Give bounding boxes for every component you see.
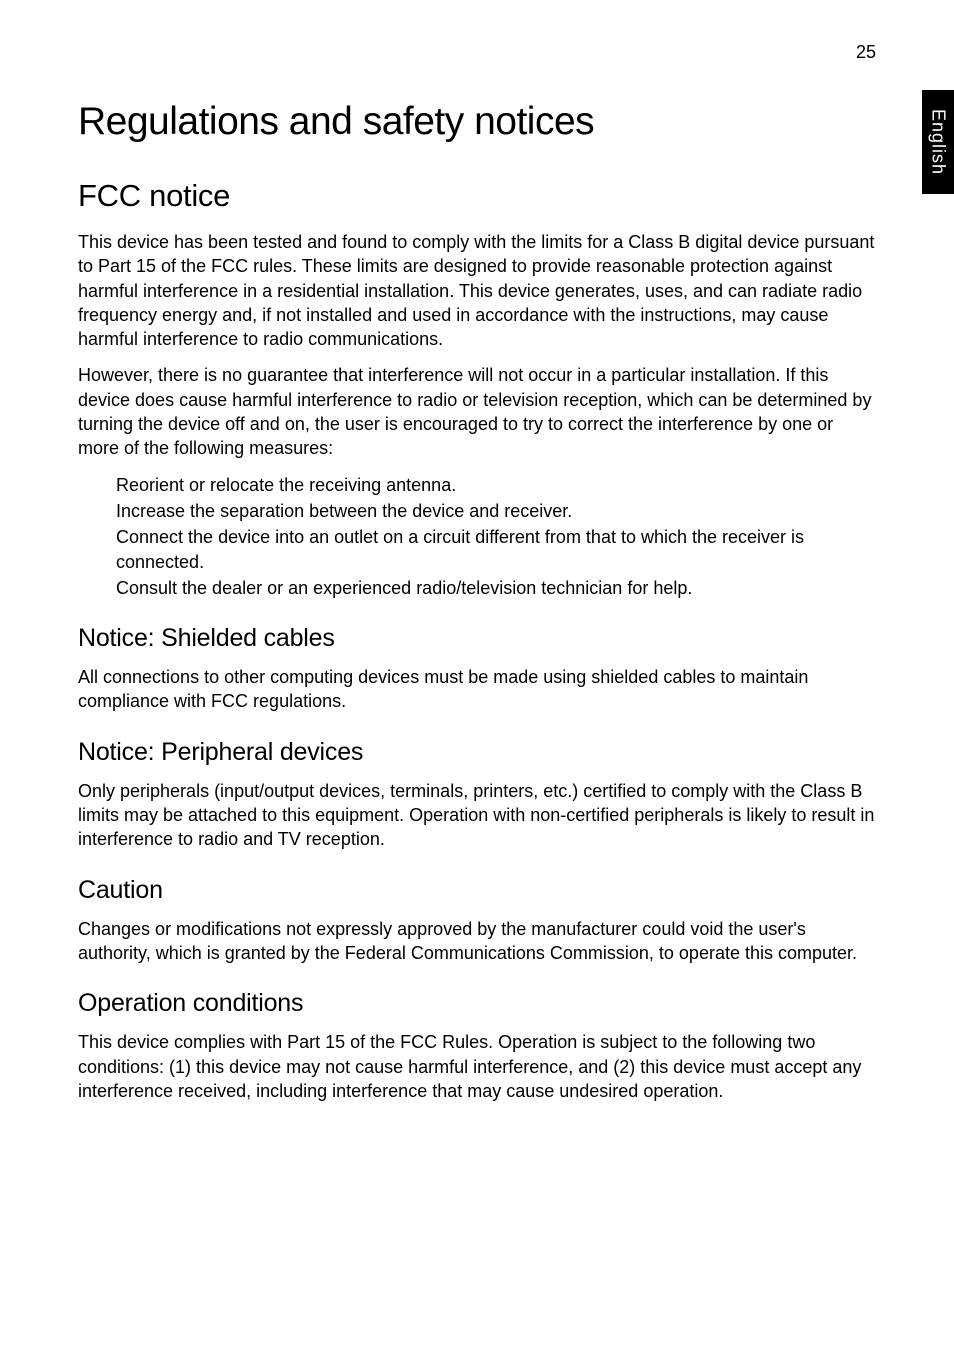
body-text: Changes or modifications not expressly a… xyxy=(78,917,876,966)
page-container: 25 Regulations and safety notices FCC no… xyxy=(0,0,954,1175)
body-text: This device complies with Part 15 of the… xyxy=(78,1030,876,1103)
page-number: 25 xyxy=(856,42,876,63)
body-text: All connections to other computing devic… xyxy=(78,665,876,714)
body-text: However, there is no guarantee that inte… xyxy=(78,363,876,460)
subsection-title-caution: Caution xyxy=(78,876,876,905)
bullet-item: Connect the device into an outlet on a c… xyxy=(116,525,876,574)
subsection-title-operation: Operation conditions xyxy=(78,989,876,1018)
subsection-title-peripheral: Notice: Peripheral devices xyxy=(78,738,876,767)
subsection-title-shielded: Notice: Shielded cables xyxy=(78,624,876,653)
body-text: Only peripherals (input/output devices, … xyxy=(78,779,876,852)
body-text: This device has been tested and found to… xyxy=(78,230,876,351)
chapter-title: Regulations and safety notices xyxy=(78,100,876,144)
bullet-list: Reorient or relocate the receiving anten… xyxy=(116,473,876,600)
bullet-item: Increase the separation between the devi… xyxy=(116,499,876,523)
bullet-item: Consult the dealer or an experienced rad… xyxy=(116,576,876,600)
section-title-fcc: FCC notice xyxy=(78,178,876,214)
bullet-item: Reorient or relocate the receiving anten… xyxy=(116,473,876,497)
